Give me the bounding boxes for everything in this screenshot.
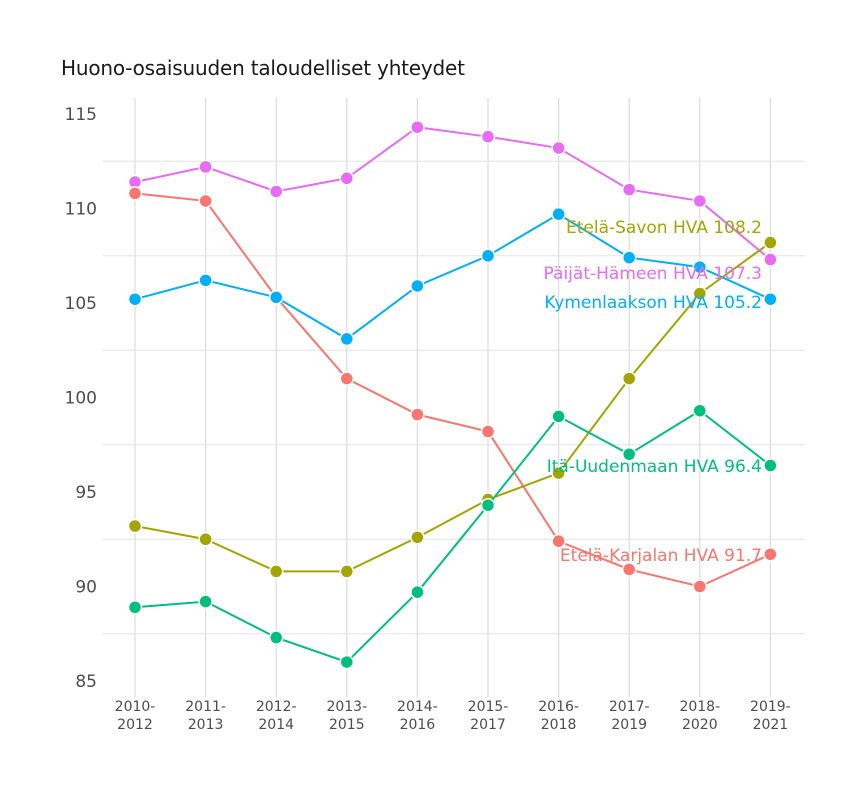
series-lines [127, 119, 778, 670]
data-point[interactable] [198, 594, 213, 609]
series-end-label: Päijät-Hämeen HVA 107.3 [544, 264, 762, 284]
data-point[interactable] [410, 530, 425, 545]
data-point[interactable] [198, 193, 213, 209]
y-tick-label: 90 [75, 578, 97, 598]
series-p-ij-t-h-meen-hva [127, 119, 778, 267]
series-line [134, 192, 771, 588]
y-tick-label: 100 [65, 389, 97, 409]
series-end-label: Etelä-Savon HVA 108.2 [566, 218, 762, 238]
series-end-label: Etelä-Karjalan HVA 91.7 [560, 546, 762, 566]
y-tick-label: 105 [65, 294, 97, 314]
data-point[interactable] [763, 458, 778, 473]
data-point[interactable] [621, 250, 637, 265]
chart-title: Huono-osaisuuden taloudelliset yhteydet [61, 56, 465, 80]
data-point[interactable] [763, 252, 778, 267]
data-point[interactable] [410, 407, 425, 422]
data-point[interactable] [621, 182, 637, 197]
data-point[interactable] [551, 409, 566, 424]
data-point[interactable] [198, 159, 213, 175]
x-tick-label: 2012-2014 [256, 699, 297, 733]
data-point[interactable] [410, 584, 425, 600]
x-tick-label: 2013-2015 [326, 699, 367, 733]
data-point[interactable] [763, 235, 778, 250]
x-tick-label: 2016-2018 [538, 699, 579, 733]
data-point[interactable] [339, 331, 355, 347]
data-point[interactable] [127, 518, 143, 534]
data-point[interactable] [621, 371, 637, 386]
data-point[interactable] [198, 273, 213, 288]
y-tick-label: 95 [75, 483, 97, 503]
x-tick-label: 2015-2017 [468, 699, 509, 733]
data-point[interactable] [480, 129, 496, 144]
data-point[interactable] [268, 184, 284, 199]
series-line [134, 126, 772, 261]
data-point[interactable] [551, 140, 566, 156]
data-point[interactable] [621, 446, 637, 462]
series-it-uudenmaan-hva [127, 403, 778, 670]
data-point[interactable] [410, 278, 425, 294]
y-tick-label: 110 [65, 200, 97, 220]
data-point[interactable] [339, 171, 355, 186]
x-tick-label: 2014-2016 [397, 699, 438, 733]
x-tick-label: 2017-2019 [609, 699, 650, 733]
data-point[interactable] [692, 286, 708, 301]
data-point[interactable] [268, 630, 284, 645]
data-point[interactable] [692, 403, 708, 418]
series-line [134, 213, 771, 341]
data-point[interactable] [621, 562, 637, 577]
x-tick-label: 2011-2013 [185, 699, 226, 733]
data-point[interactable] [480, 424, 496, 439]
data-point[interactable] [551, 533, 566, 549]
data-point[interactable] [692, 193, 708, 209]
y-tick-label: 85 [75, 672, 97, 692]
x-tick-label: 2010-2012 [115, 699, 156, 733]
y-axis: 85 90 95 100 105 110 115 [65, 105, 97, 692]
series-end-label: Kymenlaakson HVA 105.2 [544, 293, 762, 313]
series-labels: Etelä-Savon HVA 108.2 Päijät-Hämeen HVA 1… [544, 218, 762, 566]
data-point[interactable] [339, 654, 355, 670]
series-kymenlaakson-hva [127, 206, 778, 347]
x-tick-label: 2019-2021 [750, 699, 791, 733]
data-point[interactable] [339, 564, 355, 579]
y-tick-label: 115 [65, 105, 97, 125]
x-tick-label: 2018-2020 [679, 699, 720, 733]
series-etel-karjalan-hva [127, 186, 778, 594]
data-point[interactable] [268, 564, 284, 579]
series-end-label: Itä-Uudenmaan HVA 96.4 [547, 457, 762, 477]
data-point[interactable] [127, 291, 143, 307]
data-point[interactable] [480, 248, 496, 263]
data-point[interactable] [692, 579, 708, 594]
data-point[interactable] [763, 547, 778, 562]
data-point[interactable] [551, 465, 566, 481]
data-point[interactable] [480, 497, 496, 513]
data-point[interactable] [551, 206, 566, 222]
data-point[interactable] [410, 119, 425, 135]
data-point[interactable] [127, 600, 143, 615]
series-line [134, 409, 772, 664]
data-point[interactable] [127, 186, 143, 201]
x-axis: 2010-2012 2011-2013 2012-2014 2013-2015 2014… [115, 699, 791, 733]
data-point[interactable] [268, 290, 284, 305]
series-line [134, 241, 771, 573]
data-point[interactable] [763, 291, 778, 307]
data-point[interactable] [692, 259, 708, 275]
data-point[interactable] [198, 532, 213, 547]
series-etel-savon-hva [127, 235, 778, 579]
data-point[interactable] [339, 371, 355, 386]
